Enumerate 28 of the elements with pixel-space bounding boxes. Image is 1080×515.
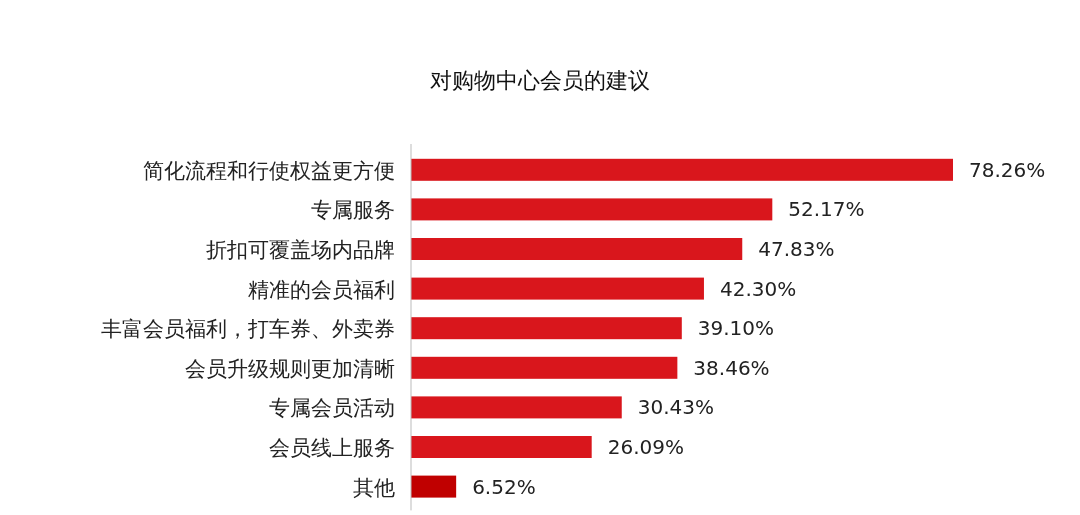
bar xyxy=(411,436,592,458)
bar xyxy=(411,277,704,300)
bar xyxy=(411,356,678,379)
y-tick-label: 专属会员活动 xyxy=(269,396,395,421)
y-tick-label: 折扣可覆盖场内品牌 xyxy=(206,238,395,262)
data-label: 42.30% xyxy=(719,276,797,301)
data-label: 78.26% xyxy=(969,157,1046,182)
y-tick-label: 会员线上服务 xyxy=(269,436,395,460)
data-label: 38.46% xyxy=(693,355,770,380)
y-tick-label: 专属服务 xyxy=(311,198,395,223)
data-label: 52.17% xyxy=(788,197,865,222)
bar xyxy=(411,317,682,340)
data-label: 6.52% xyxy=(472,474,536,499)
y-tick-label: 其他 xyxy=(353,475,395,500)
y-tick-label: 精准的会员福利 xyxy=(248,277,395,302)
data-label: 39.10% xyxy=(697,316,775,341)
data-label: 47.83% xyxy=(758,237,835,261)
bar xyxy=(411,158,953,181)
y-tick-label: 丰富会员福利，打车券、外卖券 xyxy=(101,317,395,342)
bar xyxy=(411,238,743,260)
bar xyxy=(411,475,457,498)
title: 对购物中心会员的建议 xyxy=(430,68,650,93)
data-label: 26.09% xyxy=(607,435,684,459)
data-label: 30.43% xyxy=(637,395,715,420)
bar xyxy=(411,396,622,419)
y-tick-label: 会员升级规则更加清晰 xyxy=(185,356,395,381)
y-tick-label: 简化流程和行使权益更方便 xyxy=(143,158,395,183)
bar xyxy=(411,198,773,221)
